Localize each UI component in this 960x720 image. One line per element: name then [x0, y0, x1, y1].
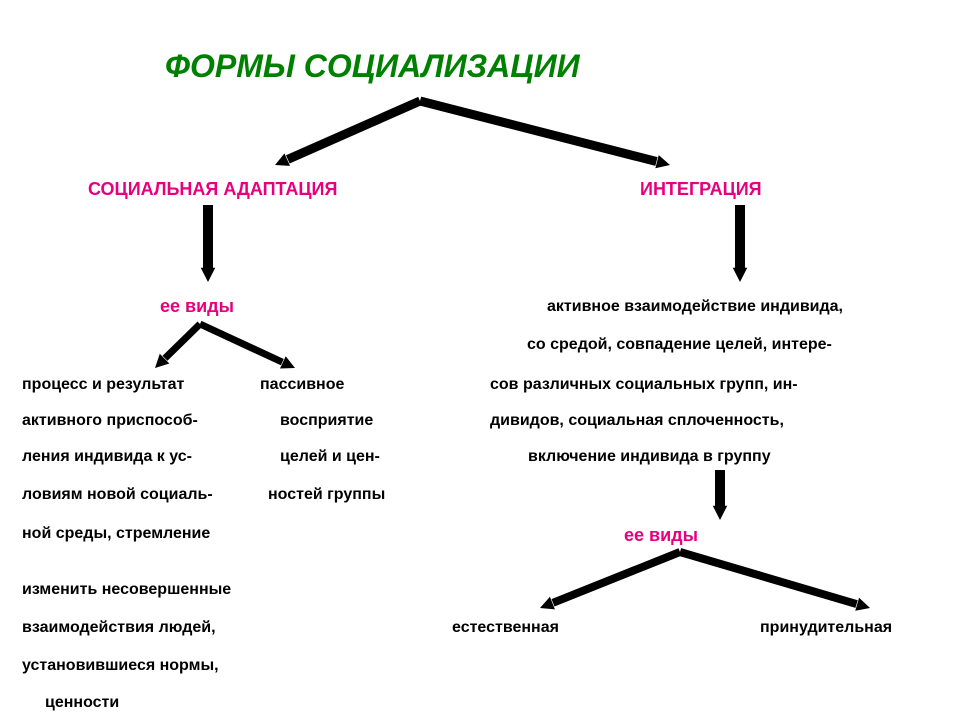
left-col1-line: установившиеся нормы,	[22, 657, 219, 675]
forced-label: принудительная	[760, 619, 892, 637]
arrow-layer	[0, 0, 960, 720]
left-col1-line: взаимодействия людей,	[22, 619, 216, 637]
right-desc-line: сов различных социальных групп, ин-	[490, 376, 798, 394]
natural-label: естественная	[452, 619, 559, 637]
left-col1-line: ной среды, стремление	[22, 525, 210, 543]
left-col2-line: ностей группы	[268, 486, 385, 504]
right-desc-line: включение индивида в группу	[528, 448, 771, 466]
left-col1-line: ценности	[45, 694, 119, 712]
left-col2-line: пассивное	[260, 376, 344, 394]
types-right-label: ее виды	[624, 525, 698, 546]
branch-left-label: СОЦИАЛЬНАЯ АДАПТАЦИЯ	[88, 179, 337, 200]
types-left-label: ее виды	[160, 296, 234, 317]
right-desc-line: со средой, совпадение целей, интере-	[527, 336, 832, 354]
right-desc-line: активное взаимодействие индивида,	[547, 298, 843, 316]
left-col1-line: ления индивида к ус-	[22, 448, 192, 466]
left-col1-line: процесс и результат	[22, 376, 184, 394]
left-col2-line: целей и цен-	[280, 448, 380, 466]
diagram-title: ФОРМЫ СОЦИАЛИЗАЦИИ	[165, 48, 580, 85]
left-col1-line: активного приспособ-	[22, 412, 198, 430]
left-col2-line: восприятие	[280, 412, 373, 430]
right-desc-line: дивидов, социальная сплоченность,	[490, 412, 784, 430]
left-col1-line: изменить несовершенные	[22, 581, 231, 599]
branch-right-label: ИНТЕГРАЦИЯ	[640, 179, 762, 200]
left-col1-line: ловиям новой социаль-	[22, 486, 213, 504]
